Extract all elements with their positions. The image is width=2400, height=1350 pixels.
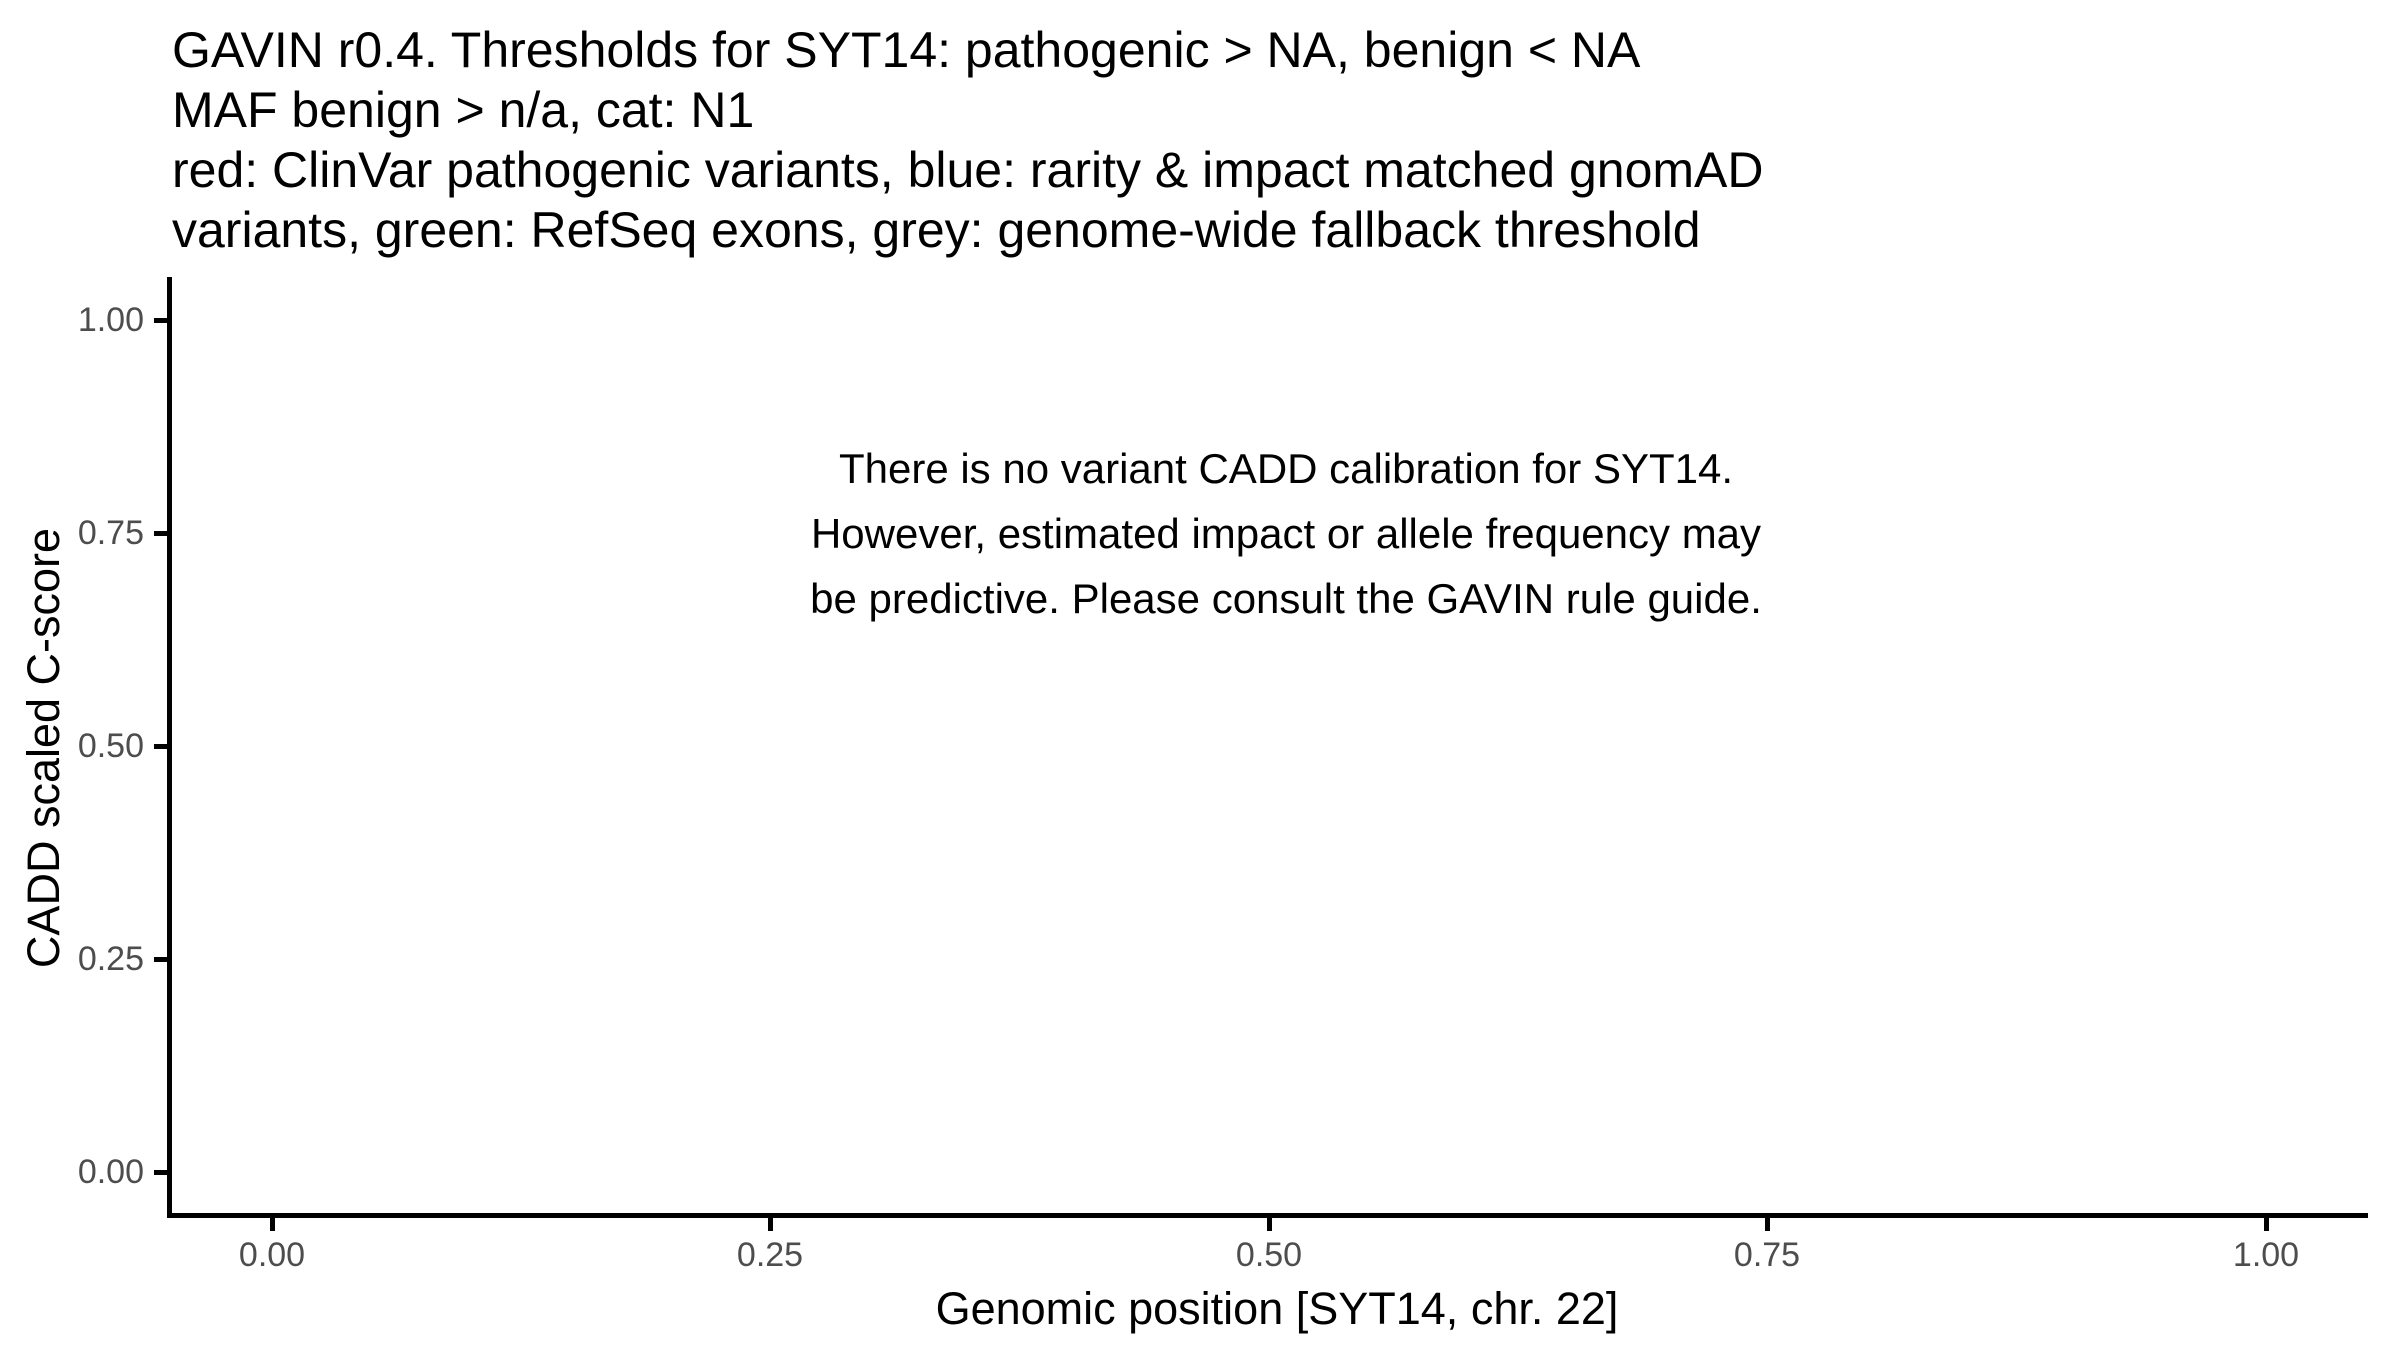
plot-title: GAVIN r0.4. Thresholds for SYT14: pathog… (172, 20, 1763, 260)
x-tick-mark (768, 1218, 773, 1231)
plot-title-line-1: GAVIN r0.4. Thresholds for SYT14: pathog… (172, 22, 1641, 78)
x-axis-tick-label: 0.00 (238, 1236, 306, 1274)
y-axis-tick-label: 0.25 (77, 940, 144, 978)
y-tick-mark (154, 318, 167, 323)
y-axis-title: CADD scaled C-score (18, 527, 69, 969)
x-tick-mark (1765, 1218, 1770, 1231)
annotation-line-3: be predictive. Please consult the GAVIN … (810, 575, 1762, 622)
plot-title-line-3: red: ClinVar pathogenic variants, blue: … (172, 142, 1764, 198)
y-tick-mark (154, 744, 167, 749)
plot-title-line-4: variants, green: RefSeq exons, grey: gen… (172, 202, 1701, 258)
y-axis-tick-label: 0.50 (77, 727, 144, 765)
y-tick-mark (154, 1170, 167, 1175)
x-axis-tick-label: 0.25 (736, 1236, 804, 1274)
y-axis-tick-label: 1.00 (77, 301, 144, 339)
x-tick-mark (2264, 1218, 2269, 1231)
y-tick-mark (154, 531, 167, 536)
x-tick-mark (1267, 1218, 1272, 1231)
annotation-line-2: However, estimated impact or allele freq… (810, 510, 1762, 557)
x-axis-tick-label: 0.75 (1733, 1236, 1801, 1274)
y-tick-mark (154, 957, 167, 962)
x-axis-tick-label: 1.00 (2232, 1236, 2300, 1274)
x-tick-mark (270, 1218, 275, 1231)
plot-title-line-2: MAF benign > n/a, cat: N1 (172, 82, 755, 138)
no-calibration-annotation: There is no variant CADD calibration for… (586, 436, 1986, 631)
x-axis-line (167, 1213, 2368, 1218)
y-axis-tick-label: 0.00 (77, 1153, 144, 1191)
x-axis-title: Genomic position [SYT14, chr. 22] (935, 1283, 1619, 1334)
x-axis-tick-label: 0.50 (1235, 1236, 1303, 1274)
y-axis-line (167, 277, 172, 1218)
annotation-line-1: There is no variant CADD calibration for… (838, 445, 1734, 492)
y-axis-tick-label: 0.75 (77, 514, 144, 552)
